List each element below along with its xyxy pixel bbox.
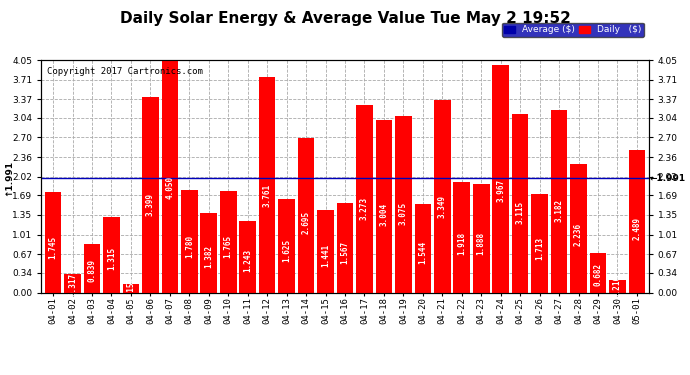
- Bar: [239, 221, 256, 292]
- Bar: [609, 280, 626, 292]
- Text: ←1.991: ←1.991: [0, 160, 2, 196]
- Text: Copyright 2017 Cartronics.com: Copyright 2017 Cartronics.com: [48, 67, 204, 76]
- Bar: [259, 76, 275, 292]
- Bar: [493, 65, 509, 292]
- Bar: [201, 213, 217, 292]
- Text: ←1.991: ←1.991: [649, 174, 685, 183]
- Bar: [375, 120, 392, 292]
- Text: 1.745: 1.745: [48, 236, 57, 259]
- Bar: [453, 182, 470, 292]
- Text: 3.967: 3.967: [496, 178, 505, 202]
- Bar: [473, 184, 489, 292]
- Text: 3.399: 3.399: [146, 193, 155, 216]
- Bar: [142, 98, 159, 292]
- Bar: [181, 190, 197, 292]
- Bar: [629, 150, 645, 292]
- Bar: [415, 204, 431, 292]
- Bar: [317, 210, 334, 292]
- Bar: [551, 110, 567, 292]
- Text: 1.888: 1.888: [477, 232, 486, 255]
- Text: 3.075: 3.075: [399, 201, 408, 225]
- Text: 3.349: 3.349: [438, 194, 447, 217]
- Text: 3.761: 3.761: [263, 184, 272, 207]
- Bar: [64, 274, 81, 292]
- Text: 0.156: 0.156: [126, 277, 135, 300]
- Text: 2.695: 2.695: [302, 211, 310, 234]
- Legend: Average ($), Daily   ($): Average ($), Daily ($): [502, 22, 644, 37]
- Bar: [298, 138, 315, 292]
- Bar: [278, 199, 295, 292]
- Text: 3.115: 3.115: [515, 201, 524, 223]
- Text: 1.441: 1.441: [321, 244, 330, 267]
- Text: 1.567: 1.567: [340, 240, 350, 264]
- Text: 1.780: 1.780: [185, 235, 194, 258]
- Text: 1.544: 1.544: [418, 241, 427, 264]
- Bar: [83, 244, 100, 292]
- Bar: [45, 192, 61, 292]
- Text: 2.236: 2.236: [574, 223, 583, 246]
- Text: ↑1.991: ↑1.991: [3, 160, 13, 196]
- Bar: [434, 100, 451, 292]
- Bar: [356, 105, 373, 292]
- Bar: [395, 116, 412, 292]
- Text: 4.050: 4.050: [166, 176, 175, 200]
- Text: 3.004: 3.004: [380, 203, 388, 226]
- Text: 0.682: 0.682: [593, 263, 602, 286]
- Text: 1.713: 1.713: [535, 237, 544, 260]
- Bar: [531, 194, 548, 292]
- Text: Daily Solar Energy & Average Value Tue May 2 19:52: Daily Solar Energy & Average Value Tue M…: [119, 11, 571, 26]
- Bar: [123, 284, 139, 292]
- Text: 0.317: 0.317: [68, 273, 77, 296]
- Bar: [590, 254, 607, 292]
- Bar: [512, 114, 529, 292]
- Bar: [161, 60, 178, 292]
- Text: 1.382: 1.382: [204, 245, 213, 268]
- Text: 2.489: 2.489: [633, 217, 642, 240]
- Text: 3.273: 3.273: [360, 196, 369, 219]
- Text: 1.625: 1.625: [282, 239, 291, 262]
- Text: 1.243: 1.243: [243, 249, 252, 272]
- Bar: [337, 202, 353, 292]
- Text: 0.839: 0.839: [88, 259, 97, 282]
- Text: 3.182: 3.182: [555, 199, 564, 222]
- Bar: [104, 217, 120, 292]
- Text: 1.918: 1.918: [457, 231, 466, 255]
- Text: 0.216: 0.216: [613, 275, 622, 298]
- Text: 1.315: 1.315: [107, 247, 116, 270]
- Bar: [570, 164, 586, 292]
- Text: 1.765: 1.765: [224, 236, 233, 258]
- Bar: [220, 191, 237, 292]
